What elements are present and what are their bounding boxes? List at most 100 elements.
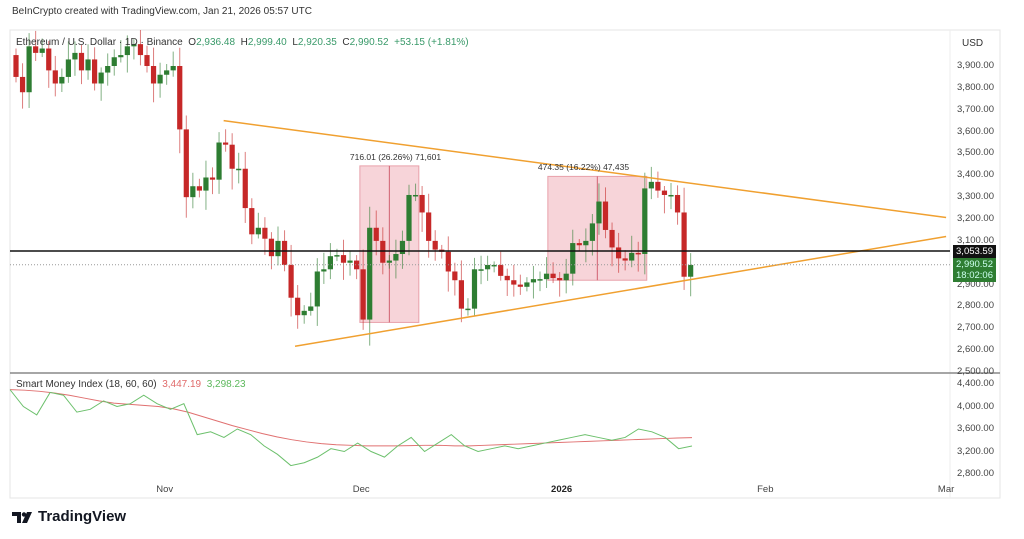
price-tick: 2,700.00 — [957, 322, 994, 334]
tradingview-logo[interactable]: TradingView — [12, 508, 126, 525]
candle-body — [301, 310, 307, 316]
candle-body — [504, 275, 510, 281]
candle-body — [59, 76, 65, 84]
tradingview-logo-icon — [12, 511, 32, 523]
candle-body — [380, 240, 386, 263]
candle-body — [327, 256, 333, 270]
candle-body — [98, 72, 104, 84]
candle-body — [164, 70, 170, 75]
candle-body — [150, 66, 157, 84]
candle-body — [367, 227, 373, 320]
currency-label[interactable]: USD — [962, 38, 984, 49]
candle-body — [602, 201, 609, 230]
price-tick: 3,600.00 — [957, 125, 994, 137]
candle-body — [426, 212, 432, 241]
candle-body — [458, 280, 464, 309]
candle-body — [642, 188, 648, 254]
candle-body — [491, 264, 497, 267]
candle-body — [13, 55, 19, 77]
candle-body — [485, 264, 491, 270]
price-tick: 3,900.00 — [957, 60, 994, 71]
candle-body — [65, 59, 71, 77]
price-tick: 3,400.00 — [957, 169, 994, 181]
candle-body — [517, 284, 523, 287]
candle-body — [321, 269, 327, 272]
candle-body — [288, 264, 294, 298]
time-tick: Mar — [937, 484, 955, 495]
candle-body — [419, 194, 425, 213]
candle-body — [190, 186, 196, 198]
smi-fast-line — [9, 389, 693, 467]
candle-body — [46, 48, 52, 71]
change-value: +53.15 (+1.81%) — [394, 37, 469, 48]
candle-body — [262, 227, 268, 239]
price-tick: 2,800.00 — [957, 300, 994, 312]
candle-body — [275, 240, 281, 257]
measure-label: 716.01 (26.26%) 71,601 — [349, 151, 442, 162]
candle-body — [203, 177, 209, 191]
candle-body — [177, 66, 183, 130]
candle-body — [242, 168, 248, 209]
symbol-name[interactable]: Ethereum / U.S. Dollar · 1D · Binance — [16, 37, 183, 48]
candle-body — [622, 258, 628, 261]
measure-label: 474.35 (16.22%) 47,435 — [537, 162, 630, 173]
candle-body — [557, 278, 563, 281]
candle-body — [111, 57, 117, 66]
last-price-label: 2,990.52 18:02:06 — [953, 258, 996, 282]
candle-body — [19, 76, 26, 93]
marked-level-label: 3,053.59 — [953, 245, 996, 258]
candle-body — [537, 279, 543, 281]
candle-body — [347, 260, 353, 263]
candle-body — [681, 212, 687, 277]
candle-body — [78, 52, 85, 71]
chart-frame — [9, 29, 1001, 499]
candle-body — [543, 273, 550, 280]
candle-body — [314, 271, 320, 307]
open-value: 2,936.48 — [196, 37, 236, 48]
candle-body — [399, 240, 406, 254]
candle-body — [524, 282, 530, 287]
close-value: 2,990.52 — [349, 37, 389, 48]
candle-body — [674, 194, 681, 213]
low-value: 2,920.35 — [297, 37, 337, 48]
candle-body — [563, 273, 569, 281]
candle-body — [255, 227, 261, 235]
price-tick: 3,200.00 — [957, 213, 994, 225]
candle-body — [629, 252, 635, 261]
candle-body — [340, 255, 347, 263]
candle-body — [229, 144, 235, 169]
candle-body — [170, 66, 176, 71]
chart-credit: BeInCrypto created with TradingView.com,… — [12, 6, 312, 17]
triangle-trendline — [223, 119, 947, 219]
candle-body — [386, 260, 392, 263]
candle-body — [589, 223, 595, 241]
brand-name: TradingView — [38, 508, 127, 525]
candle-body — [137, 44, 144, 56]
candle-body — [668, 194, 674, 197]
candle-body — [373, 227, 379, 241]
price-tick: 3,800.00 — [957, 81, 994, 93]
candle-body — [131, 44, 137, 47]
candle-body — [183, 129, 189, 198]
candle-body — [281, 240, 288, 265]
indicator-value-2: 3,298.23 — [206, 379, 246, 390]
high-label: H — [240, 37, 248, 48]
candle-body — [249, 208, 255, 235]
candle-body — [92, 59, 98, 84]
candle-body — [635, 252, 641, 255]
candle-body — [236, 168, 242, 171]
candle-body — [223, 142, 229, 145]
candle-body — [85, 59, 91, 71]
candle-body — [478, 269, 484, 271]
time-tick: Dec — [352, 484, 370, 495]
candle-body — [445, 251, 451, 272]
candle-body — [570, 243, 576, 274]
time-tick: 2026 — [551, 484, 573, 495]
candle-body — [661, 190, 668, 195]
time-tick: Feb — [757, 484, 774, 495]
smi-slow-line — [9, 389, 693, 447]
candle-body — [583, 240, 589, 246]
candle-body — [52, 70, 58, 84]
indicator-legend[interactable]: Smart Money Index (18, 60, 60) 3,447.19 … — [16, 379, 246, 390]
